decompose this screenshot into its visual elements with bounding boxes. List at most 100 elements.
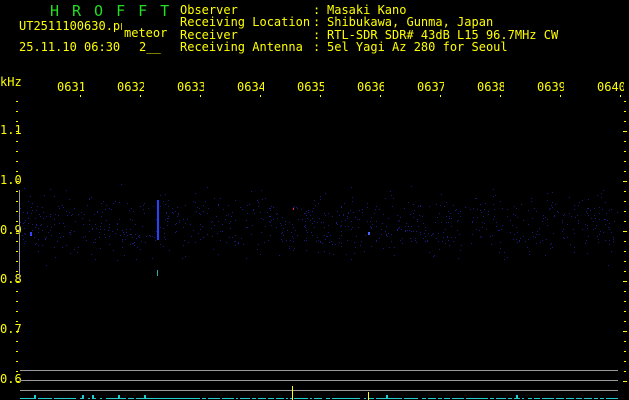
noise-dot (200, 214, 201, 215)
baseline-segment (214, 398, 216, 399)
noise-dot (502, 225, 503, 226)
noise-dot (230, 228, 231, 229)
noise-dot (507, 216, 508, 217)
noise-dot (188, 242, 189, 243)
baseline-segment (376, 398, 378, 399)
noise-dot (358, 227, 359, 228)
baseline-segment (160, 398, 162, 399)
noise-dot (609, 223, 610, 224)
noise-dot (30, 196, 31, 197)
noise-dot (382, 223, 383, 224)
baseline-segment (612, 398, 614, 399)
noise-dot (99, 237, 100, 238)
baseline-segment (310, 398, 312, 399)
noise-dot (413, 217, 414, 218)
noise-dot (109, 208, 110, 209)
noise-dot (449, 216, 450, 217)
noise-dot (283, 235, 284, 236)
baseline-segment (146, 398, 148, 399)
noise-dot (323, 222, 324, 223)
noise-dot (436, 238, 437, 239)
noise-dot (308, 210, 309, 211)
noise-dot (381, 234, 382, 235)
noise-dot (536, 243, 537, 244)
noise-dot (543, 218, 544, 219)
time-tick (440, 95, 441, 97)
noise-dot (196, 211, 197, 212)
noise-dot (322, 243, 323, 244)
noise-dot (60, 237, 61, 238)
noise-dot (293, 250, 294, 251)
baseline-segment (314, 398, 316, 399)
noise-dot (25, 234, 26, 235)
baseline-segment (338, 398, 340, 399)
noise-dot (281, 239, 282, 240)
noise-dot (381, 229, 382, 230)
noise-dot (36, 224, 37, 225)
noise-dot (428, 233, 429, 234)
freq-label: 0.6 (0, 372, 22, 386)
noise-dot (122, 230, 123, 231)
time-label: 0633 (177, 80, 204, 94)
noise-dot (531, 201, 532, 202)
noise-dot (536, 234, 537, 235)
noise-dot (183, 219, 184, 220)
noise-dot (166, 212, 167, 213)
noise-dot (23, 239, 24, 240)
noise-dot (457, 221, 458, 222)
noise-dot (281, 233, 282, 234)
noise-dot (405, 226, 406, 227)
baseline-segment (182, 398, 184, 399)
baseline-segment (476, 398, 478, 399)
noise-dot (165, 219, 166, 220)
noise-dot (86, 240, 87, 241)
noise-dot (408, 226, 409, 227)
noise-dot (525, 241, 526, 242)
noise-dot (235, 200, 236, 201)
noise-dot (376, 240, 377, 241)
noise-dot (423, 223, 424, 224)
noise-dot (179, 220, 180, 221)
noise-dot (62, 247, 63, 248)
noise-dot (575, 217, 576, 218)
noise-dot (447, 237, 448, 238)
noise-dot (58, 206, 59, 207)
noise-dot (314, 200, 315, 201)
baseline-segment (508, 398, 510, 399)
field-value: Masaki Kano (327, 3, 407, 17)
noise-dot (491, 244, 492, 245)
noise-dot (45, 238, 46, 239)
noise-dot (205, 201, 206, 202)
noise-dot (89, 220, 90, 221)
noise-dot (465, 207, 466, 208)
noise-dot (516, 208, 517, 209)
noise-dot (320, 199, 321, 200)
noise-dot (247, 213, 248, 214)
noise-dot (551, 243, 552, 244)
noise-dot (372, 224, 373, 225)
noise-dot (168, 216, 169, 217)
noise-dot (439, 213, 440, 214)
noise-dot (337, 211, 338, 212)
noise-dot (305, 227, 306, 228)
freq-tick (624, 161, 626, 162)
noise-dot (587, 225, 588, 226)
noise-dot (38, 239, 39, 240)
baseline-segment (260, 398, 262, 399)
noise-dot (34, 237, 35, 238)
noise-dot (40, 225, 41, 226)
noise-dot (97, 212, 98, 213)
noise-dot (352, 201, 353, 202)
noise-dot (46, 237, 47, 238)
noise-dot (293, 227, 294, 228)
baseline-segment (26, 398, 28, 399)
noise-dot (167, 221, 168, 222)
noise-dot (555, 204, 556, 205)
noise-dot (513, 214, 514, 215)
baseline-segment (388, 398, 390, 399)
noise-dot (397, 215, 398, 216)
baseline-segment (588, 398, 590, 399)
noise-dot (332, 216, 333, 217)
baseline-segment (406, 398, 408, 399)
noise-dot (203, 205, 204, 206)
